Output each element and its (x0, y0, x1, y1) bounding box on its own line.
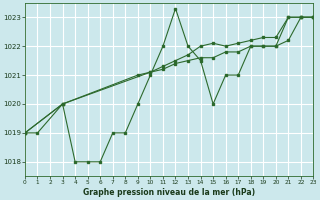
X-axis label: Graphe pression niveau de la mer (hPa): Graphe pression niveau de la mer (hPa) (83, 188, 255, 197)
